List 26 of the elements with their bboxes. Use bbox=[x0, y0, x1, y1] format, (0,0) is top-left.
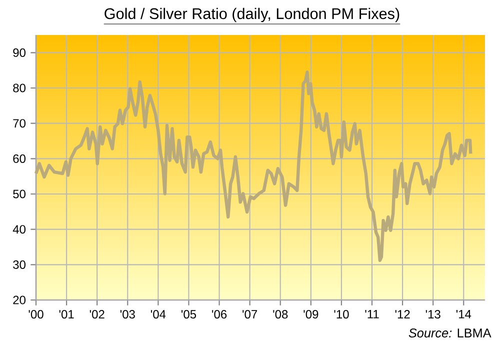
text: Source: LBMA bbox=[408, 328, 492, 338]
y-tick-label: 70 bbox=[13, 119, 26, 128]
y-tick-label: 80 bbox=[13, 84, 26, 92]
y-tick-label: 90 bbox=[13, 48, 26, 57]
x-tick-label: '12 bbox=[395, 310, 410, 318]
line-series bbox=[34, 70, 472, 262]
x-tick-label: '08 bbox=[273, 310, 288, 319]
x-tick-label: '07 bbox=[242, 310, 258, 319]
chart-title: Gold / Silver Ratio (daily, London PM Fixes) bbox=[104, 8, 400, 22]
y-tick-label: 40 bbox=[12, 225, 26, 234]
y-tick-label: 50 bbox=[13, 190, 26, 198]
x-tick-label: '05 bbox=[182, 310, 196, 319]
x-tick-label: '09 bbox=[304, 310, 318, 319]
x-tick-label: '00 bbox=[28, 310, 44, 319]
x-tick-label: '02 bbox=[90, 310, 104, 319]
x-tick-label: '03 bbox=[120, 310, 135, 319]
y-tick-label: 20 bbox=[13, 296, 26, 304]
x-tick-label: '06 bbox=[212, 310, 227, 319]
x-tick-label: '14 bbox=[456, 310, 472, 318]
y-tick-label: 30 bbox=[13, 260, 26, 269]
x-tick-label: '01 bbox=[59, 310, 74, 319]
y-tick-label: 60 bbox=[13, 154, 26, 163]
x-tick-label: '11 bbox=[365, 310, 379, 318]
x-tick-label: '04 bbox=[150, 310, 166, 319]
x-tick-label: '13 bbox=[426, 310, 440, 319]
x-tick-label: '10 bbox=[334, 310, 349, 319]
